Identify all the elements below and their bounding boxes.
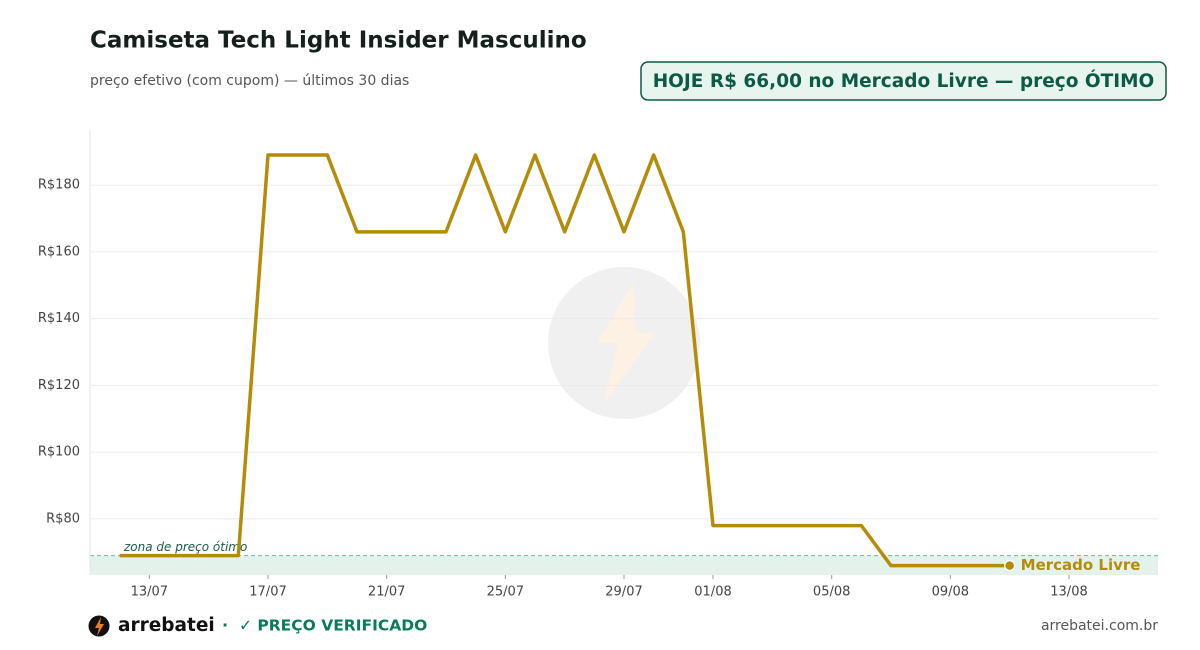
logo-bolt [95,617,104,636]
y-tick-label: R$120 [38,378,80,393]
x-tick-label: 17/07 [249,585,286,600]
chart-subtitle: preço efetivo (com cupom) — últimos 30 d… [90,73,409,89]
end-point [1003,559,1016,572]
zone-band [90,555,1158,575]
y-tick-label: R$80 [46,511,80,526]
x-tick-label: 25/07 [487,585,524,600]
footer-separator: · [222,616,228,635]
watermark [548,267,700,419]
x-tick-label: 09/08 [932,585,969,600]
footer-site: arrebatei.com.br [1041,618,1158,634]
series-line [119,153,1010,568]
x-tick-label: 05/08 [813,585,850,600]
y-tick-label: R$180 [38,178,80,193]
y-tick-label: R$160 [38,244,80,259]
badge-text: HOJE R$ 66,00 no Mercado Livre — preço Ó… [653,70,1155,92]
y-tick-label: R$140 [38,311,80,326]
footer-brand: arrebatei [118,615,215,636]
footer-verified: ✓ PREÇO VERIFICADO [239,617,427,635]
series-label: Mercado Livre [1021,556,1141,574]
x-tick-label: 01/08 [694,585,731,600]
chart-title: Camiseta Tech Light Insider Masculino [90,28,587,54]
x-tick-label: 13/07 [131,585,168,600]
zone-label: zona de preço ótimo [123,540,247,554]
badge-box [640,61,1167,101]
x-tick-label: 29/07 [605,585,642,600]
x-tick-label: 13/08 [1050,585,1087,600]
y-tick-label: R$100 [38,445,80,460]
x-tick-label: 21/07 [368,585,405,600]
